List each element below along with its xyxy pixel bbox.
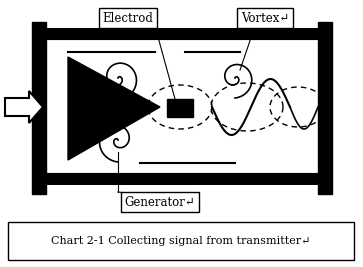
Bar xyxy=(42,38,322,175)
Bar xyxy=(167,99,193,117)
Text: Chart 2-1 Collecting signal from transmitter↵: Chart 2-1 Collecting signal from transmi… xyxy=(51,236,311,246)
Bar xyxy=(32,22,46,194)
Text: Electrod: Electrod xyxy=(103,11,154,25)
Bar xyxy=(42,175,322,185)
Polygon shape xyxy=(68,57,160,160)
Bar xyxy=(42,28,322,38)
Text: Generator↵: Generator↵ xyxy=(125,195,195,209)
Bar xyxy=(318,22,332,194)
Bar xyxy=(8,222,354,260)
Polygon shape xyxy=(5,91,43,123)
Text: Vortex↵: Vortex↵ xyxy=(241,11,289,25)
